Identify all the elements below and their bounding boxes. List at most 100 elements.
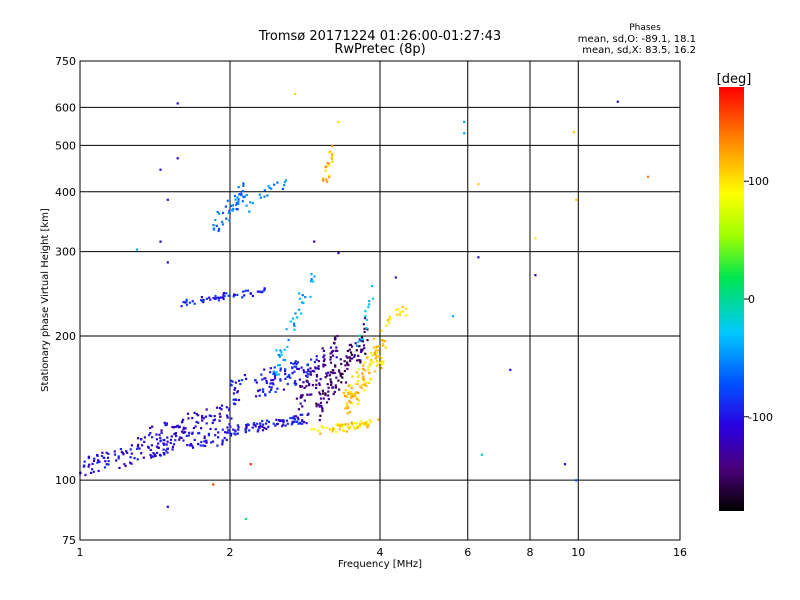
data-point [119, 448, 122, 451]
data-point [389, 317, 392, 321]
data-point [302, 369, 305, 372]
data-point [327, 386, 330, 389]
data-point [221, 443, 224, 446]
data-point [155, 445, 158, 448]
data-point [368, 381, 371, 385]
data-point [363, 369, 366, 372]
data-point [324, 376, 327, 379]
data-point [348, 427, 351, 430]
data-point [272, 378, 275, 382]
data-point [136, 445, 139, 448]
data-point [366, 420, 369, 423]
data-point [328, 176, 331, 179]
data-point [180, 430, 184, 433]
data-point [333, 390, 336, 393]
data-point [166, 447, 169, 451]
data-point [269, 367, 272, 370]
data-point [369, 377, 372, 380]
data-point [361, 338, 364, 341]
data-point [243, 374, 246, 377]
data-point [126, 451, 129, 454]
data-point [105, 451, 108, 454]
data-point [103, 466, 107, 469]
data-point [380, 367, 383, 370]
data-point [254, 379, 257, 382]
data-point [225, 217, 228, 220]
data-point [310, 393, 313, 396]
data-point [283, 359, 287, 362]
data-point [267, 184, 270, 188]
data-point [289, 320, 292, 323]
data-point [322, 397, 325, 400]
data-point [315, 402, 318, 405]
data-point [120, 450, 123, 454]
data-point [258, 193, 261, 196]
data-point [226, 426, 229, 429]
data-point [171, 425, 174, 429]
grid-lines [80, 61, 680, 540]
data-point [294, 383, 297, 386]
data-point [306, 413, 309, 416]
data-point [346, 367, 349, 371]
data-point [182, 431, 185, 434]
data-point [395, 313, 399, 316]
data-point [319, 378, 322, 381]
data-point [287, 375, 290, 378]
data-point [647, 175, 650, 178]
data-point [294, 362, 297, 365]
data-point [361, 348, 364, 351]
data-point [211, 440, 215, 443]
data-point [351, 357, 354, 360]
data-point [347, 391, 350, 394]
data-point [320, 404, 323, 407]
data-point [331, 155, 334, 158]
data-point [275, 371, 278, 374]
data-point [215, 406, 219, 409]
data-point [201, 299, 205, 302]
data-point [237, 398, 241, 402]
data-point [138, 447, 141, 450]
data-point [321, 406, 324, 409]
data-point [258, 388, 262, 392]
data-point [91, 462, 94, 465]
data-point [301, 385, 304, 388]
data-point [255, 395, 258, 398]
data-point [237, 202, 240, 205]
data-point [287, 338, 290, 341]
data-point [220, 296, 223, 299]
data-point [354, 342, 357, 345]
data-point [346, 349, 349, 353]
data-point [362, 344, 366, 347]
data-point [328, 374, 331, 377]
data-point [234, 429, 237, 432]
data-point [344, 364, 347, 367]
data-point [245, 425, 248, 428]
data-point [309, 373, 312, 376]
data-point [220, 408, 223, 411]
data-point [339, 424, 342, 427]
data-point [326, 374, 329, 377]
data-point [346, 363, 349, 366]
data-point [151, 436, 154, 439]
data-point [348, 400, 351, 403]
data-point [329, 346, 333, 349]
data-point [155, 438, 159, 441]
plot-frame [79, 60, 681, 541]
data-point [259, 196, 262, 199]
data-point [261, 429, 265, 432]
data-point [152, 452, 155, 455]
data-point [295, 362, 298, 366]
data-point [130, 462, 133, 465]
data-point [212, 224, 215, 227]
data-point [199, 444, 202, 447]
data-point [302, 381, 305, 384]
data-point [249, 292, 252, 295]
data-point [283, 184, 286, 187]
data-point [338, 370, 341, 373]
data-point [174, 425, 177, 428]
data-point [293, 415, 296, 418]
data-point [232, 402, 235, 405]
data-point [234, 387, 237, 390]
data-point [226, 199, 229, 202]
data-point [136, 458, 139, 461]
